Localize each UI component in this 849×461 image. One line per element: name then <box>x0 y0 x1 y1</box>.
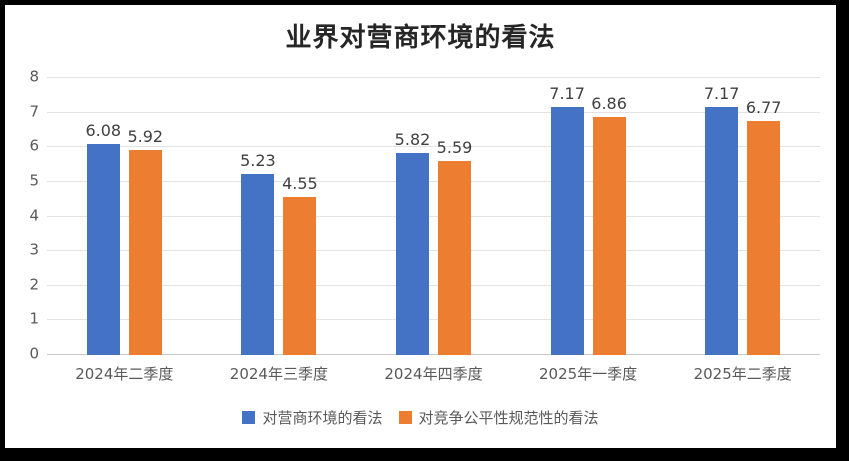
y-tick-label: 1 <box>29 309 39 328</box>
bar-series1: 6.08 <box>85 123 121 355</box>
bar-series1: 7.17 <box>704 85 739 355</box>
bar-series2: 6.86 <box>591 96 627 355</box>
legend-item-series1: 对营商环境的看法 <box>242 407 383 428</box>
bar-series1: 7.17 <box>549 85 585 355</box>
data-label: 5.23 <box>240 150 276 170</box>
bar-group: 5.82 5.59 <box>356 78 511 355</box>
y-tick-label: 4 <box>29 206 39 224</box>
gridline: 5 <box>29 173 820 188</box>
x-category-label: 2024年二季度 <box>75 365 174 383</box>
legend-label: 对营商环境的看法 <box>262 409 383 427</box>
data-label: 4.55 <box>282 174 318 194</box>
legend-label: 对竞争公平性规范性的看法 <box>418 409 599 427</box>
bar-series1: 5.82 <box>395 132 430 355</box>
gridline: 8 <box>29 69 820 84</box>
data-label: 7.17 <box>549 83 585 103</box>
x-axis-line: 0 <box>29 346 820 361</box>
gridline: 4 <box>29 208 820 223</box>
y-tick-label: 2 <box>29 275 39 294</box>
legend-swatch-icon <box>398 411 412 424</box>
data-label: 6.86 <box>591 94 627 114</box>
gridline: 6 <box>29 138 820 153</box>
data-label: 5.92 <box>127 127 164 147</box>
bar-group: 5.23 4.55 <box>202 78 357 355</box>
data-label: 5.82 <box>394 130 431 150</box>
bars-layer: 6.08 5.92 5.23 4.55 5.82 5.59 7.17 6.86 7.17 6.77 <box>47 78 820 355</box>
legend: 对营商环境的看法 对竞争公平性规范性的看法 <box>5 407 836 428</box>
bar-series2: 5.59 <box>437 140 472 355</box>
legend-swatch-icon <box>242 411 256 424</box>
x-category-label: 2025年二季度 <box>693 365 792 383</box>
data-label: 7.17 <box>703 83 740 103</box>
chart-frame: 业界对营商环境的看法 0 1 2 3 4 5 6 7 8 6.08 5.92 5.23 4.55 5.8… <box>5 5 836 448</box>
y-tick-label: 6 <box>29 136 39 155</box>
bar-series1: 5.23 <box>240 152 276 355</box>
gridline: 7 <box>29 104 820 119</box>
legend-item-series2: 对竞争公平性规范性的看法 <box>398 407 599 428</box>
bar-group: 7.17 6.86 <box>511 78 666 355</box>
y-tick-label: 5 <box>29 171 39 190</box>
gridline: 3 <box>29 242 820 257</box>
data-label: 6.08 <box>85 121 122 141</box>
gridline: 2 <box>29 277 820 292</box>
bar-series2: 4.55 <box>282 176 318 355</box>
y-tick-label: 3 <box>29 240 39 259</box>
x-axis-labels: 2024年二季度 2024年三季度 2024年四季度 2025年一季度 2025年二季度 <box>47 363 820 384</box>
chart-title: 业界对营商环境的看法 <box>285 23 556 53</box>
data-label: 5.59 <box>436 138 473 158</box>
bar-series2: 5.92 <box>127 129 163 355</box>
data-label: 6.77 <box>745 97 782 117</box>
x-category-label: 2024年四季度 <box>384 365 483 383</box>
x-category-label: 2024年三季度 <box>229 365 328 383</box>
y-tick-label: 7 <box>29 102 39 121</box>
bar-group: 6.08 5.92 <box>47 78 202 355</box>
x-category-label: 2025年一季度 <box>538 365 638 383</box>
bar-series2: 6.77 <box>746 99 781 355</box>
y-tick-label: 8 <box>29 67 39 86</box>
y-tick-label: 0 <box>29 344 39 363</box>
gridline: 1 <box>29 311 820 326</box>
bar-group: 7.17 6.77 <box>665 78 820 355</box>
